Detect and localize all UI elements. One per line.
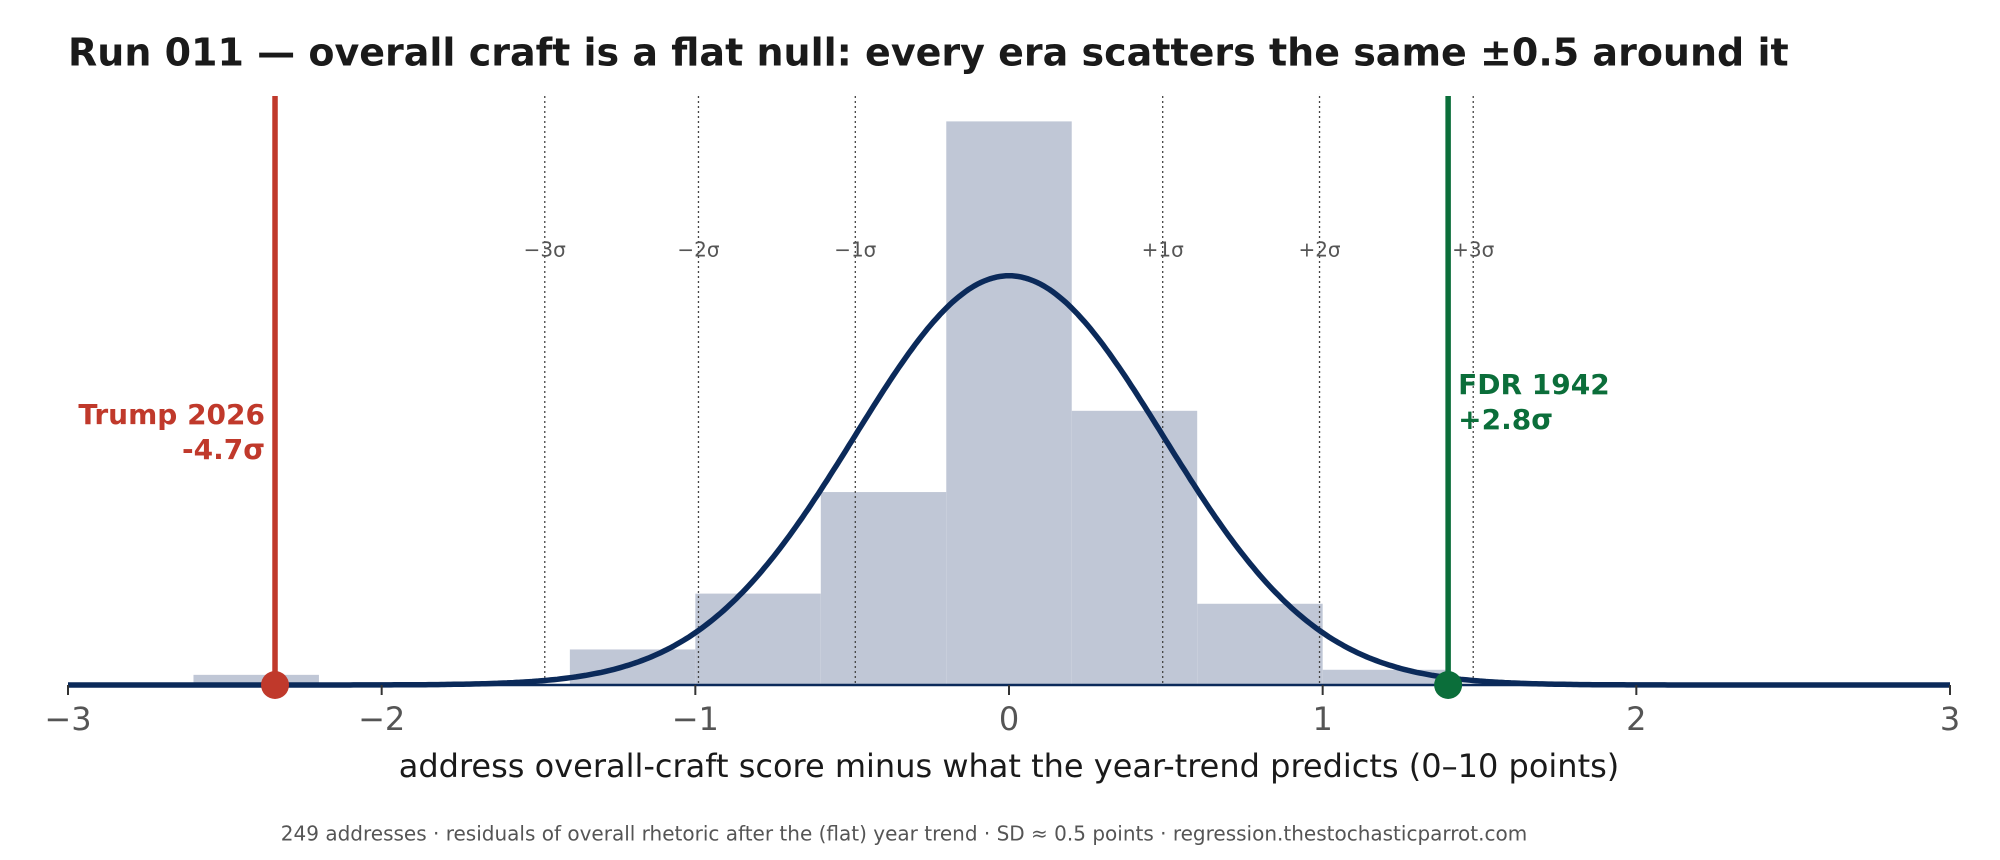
sigma-label: +3σ — [1452, 238, 1494, 262]
marker-dot — [1434, 671, 1463, 699]
sigma-label: +2σ — [1298, 238, 1340, 262]
chart-title: Run 011 — overall craft is a flat null: … — [68, 31, 1789, 75]
marker-name: Trump 2026 — [78, 398, 265, 431]
marker-name: FDR 1942 — [1458, 368, 1610, 401]
sigma-label: +1σ — [1142, 238, 1184, 262]
x-tick-label: 2 — [1626, 700, 1646, 738]
sigma-label: −2σ — [677, 238, 719, 262]
histogram-bar — [1071, 410, 1198, 685]
sigma-label: −1σ — [834, 238, 876, 262]
x-tick-label: 1 — [1312, 700, 1332, 738]
histogram-bar — [695, 593, 821, 685]
x-tick-label: 3 — [1940, 700, 1960, 738]
histogram-bar — [820, 492, 947, 685]
footer: 249 addresses · residuals of overall rhe… — [281, 822, 1527, 846]
x-tick-label: −3 — [44, 700, 91, 738]
histogram-bar — [193, 674, 319, 685]
x-tick-label: 0 — [999, 700, 1019, 738]
marker-dot — [261, 671, 290, 699]
x-axis-label: address overall-craft score minus what t… — [399, 747, 1620, 785]
sigma-label: −3σ — [524, 238, 566, 262]
histogram-bar — [946, 121, 1072, 685]
x-tick-label: −1 — [672, 700, 719, 738]
histogram-bar — [569, 649, 696, 685]
marker-sigma: +2.8σ — [1458, 403, 1553, 436]
marker-sigma: -4.7σ — [182, 433, 265, 466]
x-tick-label: −2 — [358, 700, 405, 738]
